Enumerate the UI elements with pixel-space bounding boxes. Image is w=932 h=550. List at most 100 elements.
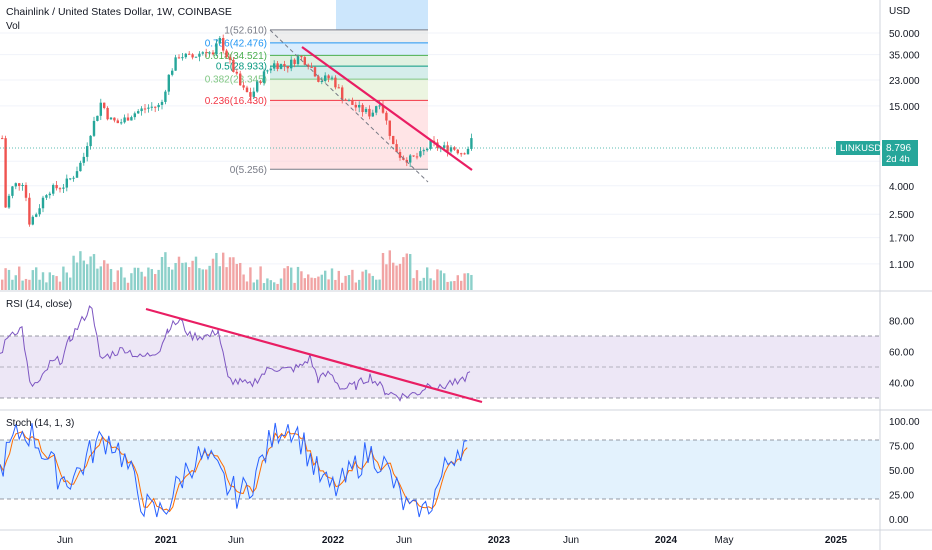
time-tick-label: Jun [57, 535, 73, 546]
candle-body [252, 91, 255, 97]
volume-bar [18, 266, 21, 290]
candle-body [269, 68, 272, 71]
volume-bar [28, 279, 31, 290]
fib-level-label: 0.236(16.430) [205, 96, 267, 107]
candle-body [466, 148, 470, 155]
price-trendline[interactable] [301, 46, 473, 171]
volume-bar [432, 280, 436, 290]
currency-label: USD [889, 6, 910, 17]
candle-body [28, 197, 31, 225]
candle-body [106, 107, 109, 120]
volume-bar [89, 256, 92, 290]
main-pane[interactable] [0, 0, 880, 290]
candle-body [48, 193, 51, 196]
volume-bar [436, 269, 439, 290]
volume-bar [259, 266, 262, 290]
candle-body [14, 183, 17, 187]
volume-bar [239, 262, 242, 290]
candle-body [188, 53, 191, 55]
volume-bar [449, 281, 453, 290]
candle-body [290, 59, 293, 69]
volume-bar [279, 278, 283, 290]
fib-level-label: 0.5(28.933) [216, 62, 267, 73]
rsi-tick-label: 60.00 [889, 348, 914, 359]
volume-bar [446, 281, 449, 290]
fib-level-label: 0(5.256) [230, 165, 267, 176]
rsi-tick-label: 80.00 [889, 317, 914, 328]
candle-body [320, 81, 323, 83]
stoch-tick-label: 0.00 [889, 515, 909, 526]
volume-bar [92, 254, 96, 290]
candle-body [79, 162, 82, 172]
rsi-pane[interactable]: RSI (14, close) [0, 299, 880, 404]
price-axis[interactable]: USD 50.00035.00023.00015.0006.0004.0002.… [889, 6, 920, 271]
candle-body [96, 115, 99, 121]
candle-body [11, 186, 14, 196]
volume-bar [398, 263, 402, 290]
volume-bar [35, 267, 38, 290]
volume-bar [79, 251, 82, 290]
candle-body [262, 71, 266, 83]
candle-body [109, 117, 113, 120]
candle-body [470, 138, 473, 149]
candle-body [398, 151, 402, 158]
volume-bar [310, 277, 313, 290]
volume-bar [313, 278, 317, 290]
volume-bar [4, 268, 7, 290]
volume-bar [109, 268, 113, 290]
volume-bar [228, 257, 232, 290]
price-badge-countdown: 2d 4h [886, 154, 910, 165]
candle-body [415, 156, 419, 158]
candle-body [45, 195, 48, 198]
stoch-k-line [0, 422, 468, 518]
candle-body [65, 178, 68, 188]
volume-bar [205, 269, 208, 290]
volume-bar [154, 274, 157, 290]
stoch-tick-label: 100.00 [889, 417, 920, 428]
price-tick-label: 23.000 [889, 76, 920, 87]
volume-bar [143, 276, 147, 290]
candle-body [327, 75, 330, 79]
candle-body [38, 208, 41, 215]
candle-body [426, 148, 429, 151]
stoch-pane[interactable]: Stoch (14, 1, 3) [0, 418, 880, 518]
fib-retracement[interactable]: 1(52.610) 0.786(42.476) 0.618(34.521)0.5(2… [205, 0, 428, 176]
candle-body [143, 108, 147, 110]
volume-bar [157, 269, 160, 290]
candle-body [344, 99, 347, 101]
volume-bar [330, 268, 334, 290]
candle-body [341, 87, 344, 100]
candle-body [225, 50, 228, 58]
volume-bar [443, 273, 446, 290]
volume-bar [290, 267, 293, 290]
volume-bar [354, 282, 357, 290]
candle-body [191, 54, 194, 58]
rsi-title: RSI (14, close) [6, 299, 72, 310]
volume-label: Vol [6, 21, 20, 32]
price-tick-label: 50.000 [889, 29, 920, 40]
rsi-band [0, 336, 880, 398]
rsi-axis[interactable]: 80.00 60.00 40.00 [889, 317, 914, 390]
volume-bar [262, 283, 266, 290]
volume-bar [303, 278, 306, 290]
volume-bar [201, 269, 204, 290]
candle-body [300, 56, 303, 58]
candle-body [222, 38, 225, 51]
volume-bar [429, 278, 432, 290]
volume-bar [218, 266, 221, 290]
candle-body [351, 100, 354, 105]
volume-bar [361, 271, 364, 290]
stoch-axis[interactable]: 100.00 75.00 50.00 25.00 0.00 [889, 417, 920, 526]
candle-body [31, 216, 34, 225]
volume-bar [31, 270, 34, 290]
volume-bar [337, 270, 340, 290]
price-tick-label: 2.500 [889, 210, 914, 221]
rsi-trendline[interactable] [145, 307, 483, 404]
time-axis[interactable]: Jun 2021 Jun 2022 Jun 2023 Jun 2024 May 2025 [57, 535, 848, 546]
volume-bar [120, 267, 123, 290]
volume-bar [208, 265, 211, 290]
candle-body [201, 52, 204, 54]
candle-body [194, 56, 198, 58]
candle-body [347, 100, 351, 102]
